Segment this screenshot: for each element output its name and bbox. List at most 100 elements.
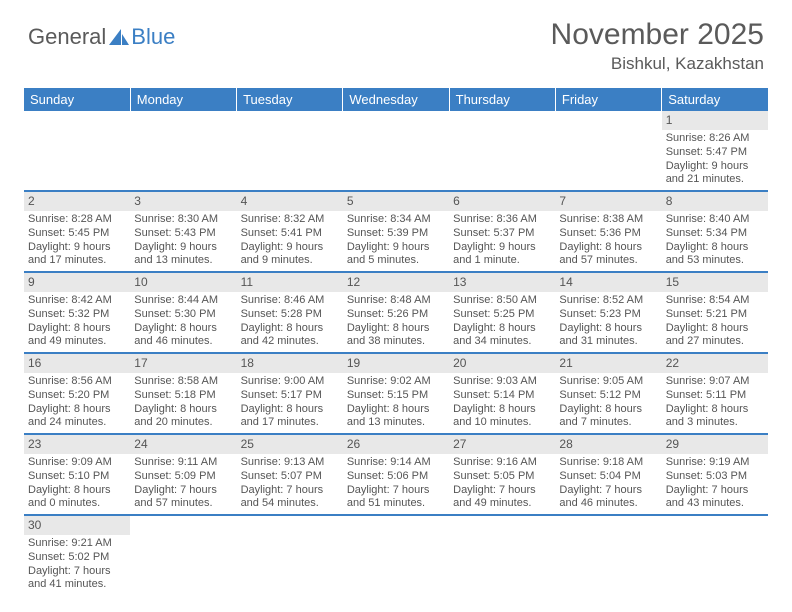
day-header: Thursday — [449, 88, 555, 111]
sunrise-text: Sunrise: 8:50 AM — [453, 294, 551, 308]
day-content: Sunrise: 8:50 AMSunset: 5:25 PMDaylight:… — [449, 292, 555, 352]
sunset-text: Sunset: 5:32 PM — [28, 308, 126, 322]
daylight-text: Daylight: 9 hours and 17 minutes. — [28, 241, 126, 269]
sunset-text: Sunset: 5:30 PM — [134, 308, 232, 322]
sunset-text: Sunset: 5:18 PM — [134, 389, 232, 403]
calendar-cell — [24, 111, 130, 191]
day-content: Sunrise: 9:19 AMSunset: 5:03 PMDaylight:… — [662, 454, 768, 514]
calendar-cell: 23Sunrise: 9:09 AMSunset: 5:10 PMDayligh… — [24, 434, 130, 515]
logo-text-general: General — [28, 24, 106, 50]
day-header: Monday — [130, 88, 236, 111]
sunrise-text: Sunrise: 8:48 AM — [347, 294, 445, 308]
calendar-cell: 7Sunrise: 8:38 AMSunset: 5:36 PMDaylight… — [555, 191, 661, 272]
day-content: Sunrise: 8:40 AMSunset: 5:34 PMDaylight:… — [662, 211, 768, 271]
logo: General Blue — [28, 24, 175, 50]
day-content: Sunrise: 9:14 AMSunset: 5:06 PMDaylight:… — [343, 454, 449, 514]
day-number: 7 — [555, 192, 661, 211]
calendar-cell: 8Sunrise: 8:40 AMSunset: 5:34 PMDaylight… — [662, 191, 768, 272]
day-number: 27 — [449, 435, 555, 454]
sunset-text: Sunset: 5:02 PM — [28, 551, 126, 565]
sunrise-text: Sunrise: 8:52 AM — [559, 294, 657, 308]
calendar-cell: 14Sunrise: 8:52 AMSunset: 5:23 PMDayligh… — [555, 272, 661, 353]
day-number: 1 — [662, 111, 768, 130]
sunset-text: Sunset: 5:28 PM — [241, 308, 339, 322]
day-number: 16 — [24, 354, 130, 373]
calendar-row: 9Sunrise: 8:42 AMSunset: 5:32 PMDaylight… — [24, 272, 768, 353]
daylight-text: Daylight: 8 hours and 10 minutes. — [453, 403, 551, 431]
sunset-text: Sunset: 5:20 PM — [28, 389, 126, 403]
daylight-text: Daylight: 9 hours and 9 minutes. — [241, 241, 339, 269]
daylight-text: Daylight: 8 hours and 46 minutes. — [134, 322, 232, 350]
sunset-text: Sunset: 5:05 PM — [453, 470, 551, 484]
sunrise-text: Sunrise: 8:36 AM — [453, 213, 551, 227]
day-content: Sunrise: 8:46 AMSunset: 5:28 PMDaylight:… — [237, 292, 343, 352]
calendar-cell: 20Sunrise: 9:03 AMSunset: 5:14 PMDayligh… — [449, 353, 555, 434]
daylight-text: Daylight: 9 hours and 5 minutes. — [347, 241, 445, 269]
logo-text-blue: Blue — [131, 24, 175, 50]
calendar-cell — [555, 111, 661, 191]
title-block: November 2025 Bishkul, Kazakhstan — [551, 18, 764, 74]
calendar-row: 1Sunrise: 8:26 AMSunset: 5:47 PMDaylight… — [24, 111, 768, 191]
calendar-cell: 29Sunrise: 9:19 AMSunset: 5:03 PMDayligh… — [662, 434, 768, 515]
calendar-cell: 11Sunrise: 8:46 AMSunset: 5:28 PMDayligh… — [237, 272, 343, 353]
day-header: Wednesday — [343, 88, 449, 111]
day-header-row: SundayMondayTuesdayWednesdayThursdayFrid… — [24, 88, 768, 111]
day-content: Sunrise: 9:07 AMSunset: 5:11 PMDaylight:… — [662, 373, 768, 433]
day-content: Sunrise: 8:54 AMSunset: 5:21 PMDaylight:… — [662, 292, 768, 352]
daylight-text: Daylight: 8 hours and 24 minutes. — [28, 403, 126, 431]
daylight-text: Daylight: 8 hours and 34 minutes. — [453, 322, 551, 350]
sunset-text: Sunset: 5:36 PM — [559, 227, 657, 241]
calendar-cell: 10Sunrise: 8:44 AMSunset: 5:30 PMDayligh… — [130, 272, 236, 353]
calendar-cell: 21Sunrise: 9:05 AMSunset: 5:12 PMDayligh… — [555, 353, 661, 434]
calendar-row: 2Sunrise: 8:28 AMSunset: 5:45 PMDaylight… — [24, 191, 768, 272]
day-content: Sunrise: 8:44 AMSunset: 5:30 PMDaylight:… — [130, 292, 236, 352]
sunrise-text: Sunrise: 8:28 AM — [28, 213, 126, 227]
day-content: Sunrise: 9:18 AMSunset: 5:04 PMDaylight:… — [555, 454, 661, 514]
sunset-text: Sunset: 5:47 PM — [666, 146, 764, 160]
daylight-text: Daylight: 8 hours and 38 minutes. — [347, 322, 445, 350]
sunset-text: Sunset: 5:04 PM — [559, 470, 657, 484]
sunset-text: Sunset: 5:14 PM — [453, 389, 551, 403]
calendar-cell: 27Sunrise: 9:16 AMSunset: 5:05 PMDayligh… — [449, 434, 555, 515]
day-content: Sunrise: 9:21 AMSunset: 5:02 PMDaylight:… — [24, 535, 130, 595]
sunrise-text: Sunrise: 8:34 AM — [347, 213, 445, 227]
sunset-text: Sunset: 5:12 PM — [559, 389, 657, 403]
sunrise-text: Sunrise: 9:05 AM — [559, 375, 657, 389]
sunset-text: Sunset: 5:23 PM — [559, 308, 657, 322]
day-number: 3 — [130, 192, 236, 211]
sunset-text: Sunset: 5:17 PM — [241, 389, 339, 403]
sunset-text: Sunset: 5:10 PM — [28, 470, 126, 484]
sunrise-text: Sunrise: 9:19 AM — [666, 456, 764, 470]
sunset-text: Sunset: 5:41 PM — [241, 227, 339, 241]
day-content: Sunrise: 9:05 AMSunset: 5:12 PMDaylight:… — [555, 373, 661, 433]
location: Bishkul, Kazakhstan — [551, 54, 764, 74]
sunset-text: Sunset: 5:39 PM — [347, 227, 445, 241]
day-number: 4 — [237, 192, 343, 211]
calendar-cell: 9Sunrise: 8:42 AMSunset: 5:32 PMDaylight… — [24, 272, 130, 353]
calendar-cell: 15Sunrise: 8:54 AMSunset: 5:21 PMDayligh… — [662, 272, 768, 353]
sunrise-text: Sunrise: 8:40 AM — [666, 213, 764, 227]
day-number: 19 — [343, 354, 449, 373]
calendar-cell — [343, 111, 449, 191]
day-number: 17 — [130, 354, 236, 373]
calendar-row: 16Sunrise: 8:56 AMSunset: 5:20 PMDayligh… — [24, 353, 768, 434]
day-content: Sunrise: 8:52 AMSunset: 5:23 PMDaylight:… — [555, 292, 661, 352]
calendar-cell — [130, 111, 236, 191]
day-header: Friday — [555, 88, 661, 111]
calendar-cell: 2Sunrise: 8:28 AMSunset: 5:45 PMDaylight… — [24, 191, 130, 272]
day-content: Sunrise: 8:26 AMSunset: 5:47 PMDaylight:… — [662, 130, 768, 190]
day-content: Sunrise: 9:16 AMSunset: 5:05 PMDaylight:… — [449, 454, 555, 514]
day-content: Sunrise: 8:48 AMSunset: 5:26 PMDaylight:… — [343, 292, 449, 352]
day-number: 29 — [662, 435, 768, 454]
day-number: 26 — [343, 435, 449, 454]
sunrise-text: Sunrise: 9:03 AM — [453, 375, 551, 389]
daylight-text: Daylight: 8 hours and 42 minutes. — [241, 322, 339, 350]
day-number: 11 — [237, 273, 343, 292]
calendar-cell: 3Sunrise: 8:30 AMSunset: 5:43 PMDaylight… — [130, 191, 236, 272]
day-header: Saturday — [662, 88, 768, 111]
day-content: Sunrise: 8:36 AMSunset: 5:37 PMDaylight:… — [449, 211, 555, 271]
daylight-text: Daylight: 9 hours and 1 minute. — [453, 241, 551, 269]
day-number: 5 — [343, 192, 449, 211]
sail-icon — [108, 28, 130, 46]
calendar-cell: 12Sunrise: 8:48 AMSunset: 5:26 PMDayligh… — [343, 272, 449, 353]
